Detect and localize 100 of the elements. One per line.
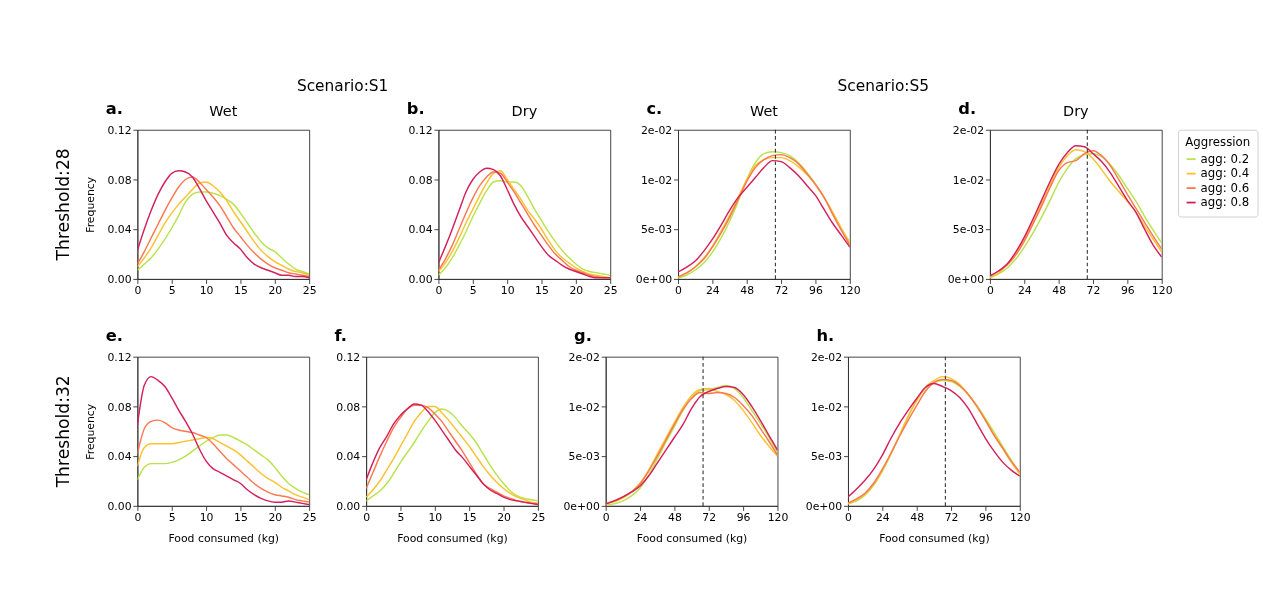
chart-title: Wet [209,103,238,120]
text: Threshold:32 [52,375,73,489]
y-tick-label: 0e+00 [805,499,843,513]
y-tick-label: 5e-03 [952,223,985,237]
text: Threshold:28 [52,148,73,262]
text: d. [958,99,977,119]
y-tick-label: 0.08 [107,400,132,414]
chart-title: Wet [749,103,779,120]
y-tick-label: 0.00 [107,273,132,287]
y-tick-label: 0.08 [107,173,132,187]
chart-title: Dry [511,103,538,120]
x-tick-label: 96 [1120,283,1135,297]
legend-label: agg: 0.6 [1200,180,1250,195]
x-tick-label: 120 [1009,510,1031,524]
x-tick-label: 15 [535,283,549,297]
text: h. [816,326,835,346]
y-tick-label: 2e-02 [568,350,600,364]
x-tick-label: 15 [234,283,248,297]
line-series [137,419,310,503]
x-tick-label: 0 [675,283,683,297]
text: e. [105,326,123,346]
y-tick-label: 0e+00 [635,273,673,287]
x-tick-label: 24 [705,283,720,297]
legend-label: agg: 0.8 [1200,195,1250,210]
x-tick-label: 0 [134,283,142,297]
x-tick-label: 20 [268,283,283,297]
x-tick-label: 120 [1151,283,1173,297]
y-tick-label: 5e-03 [810,450,843,464]
x-axis-title: Food consumed (kg) [636,531,748,545]
x-tick-label: 10 [199,283,214,297]
y-axis-title: Frequency [83,403,97,460]
x-tick-label: 24 [633,510,648,524]
x-tick-label: 24 [1017,283,1032,297]
x-tick-label: 96 [979,510,993,524]
x-tick-label: 20 [569,283,584,297]
x-tick-label: 72 [774,283,789,297]
x-tick-label: 0 [602,510,610,524]
x-tick-label: 25 [302,283,317,297]
x-tick-label: 10 [500,283,515,297]
y-tick-label: 0.00 [107,499,132,513]
text: g. [574,326,592,346]
x-tick-label: 15 [234,510,248,524]
x-tick-label: 120 [839,283,861,297]
y-tick-label: 0.00 [336,499,361,513]
text: a. [105,99,123,119]
y-tick-label: 2e-02 [952,123,985,137]
x-tick-label: 25 [603,283,618,297]
y-tick-label: 5e-03 [640,223,673,237]
x-tick-label: 0 [845,510,853,524]
x-tick-label: 5 [168,283,176,297]
x-tick-label: 10 [428,510,443,524]
x-tick-label: 25 [302,510,317,524]
x-tick-label: 48 [668,510,682,524]
chart-title: Dry [1063,103,1090,120]
x-tick-label: 20 [497,510,512,524]
y-tick-label: 5e-03 [568,450,600,464]
x-tick-label: 5 [469,283,477,297]
x-tick-label: 96 [809,283,823,297]
legend-label: agg: 0.2 [1200,151,1250,166]
x-tick-label: 20 [268,510,283,524]
x-tick-label: 0 [435,283,443,297]
x-tick-label: 5 [168,510,176,524]
text: c. [646,99,663,119]
x-tick-label: 0 [134,510,142,524]
y-tick-label: 0.12 [107,350,132,364]
x-tick-label: 24 [875,510,890,524]
text: Scenario:S5 [837,76,930,95]
x-tick-label: 72 [1086,283,1101,297]
text: Scenario:S1 [296,76,389,95]
x-tick-label: 0 [986,283,994,297]
y-axis-title: Frequency [83,176,97,233]
x-tick-label: 10 [199,510,214,524]
x-tick-label: 72 [702,510,717,524]
x-axis-title: Food consumed (kg) [168,531,279,545]
legend-title: Aggression [1185,135,1251,150]
x-tick-label: 15 [462,510,477,524]
y-tick-label: 1e-02 [810,400,843,414]
y-tick-label: 0.12 [107,123,132,137]
y-tick-label: 1e-02 [568,400,600,414]
y-tick-label: 0.12 [408,123,433,137]
y-tick-label: 0.04 [408,223,433,237]
y-tick-label: 0.04 [107,450,132,464]
x-tick-label: 0 [363,510,371,524]
y-tick-label: 0e+00 [947,273,985,287]
legend-label: agg: 0.4 [1200,166,1250,181]
y-tick-label: 0.04 [336,450,361,464]
y-tick-label: 0e+00 [563,499,600,513]
x-tick-label: 72 [944,510,959,524]
x-tick-label: 96 [736,510,751,524]
y-tick-label: 0.04 [107,223,132,237]
x-tick-label: 120 [767,510,789,524]
x-axis-title: Food consumed (kg) [879,531,990,545]
y-tick-label: 0.00 [408,273,433,287]
y-tick-label: 2e-02 [640,123,673,137]
text: b. [406,99,425,119]
x-tick-label: 48 [740,283,755,297]
y-tick-label: 1e-02 [952,173,985,187]
x-tick-label: 48 [1052,283,1067,297]
y-tick-label: 0.08 [336,400,361,414]
text: f. [334,326,347,346]
